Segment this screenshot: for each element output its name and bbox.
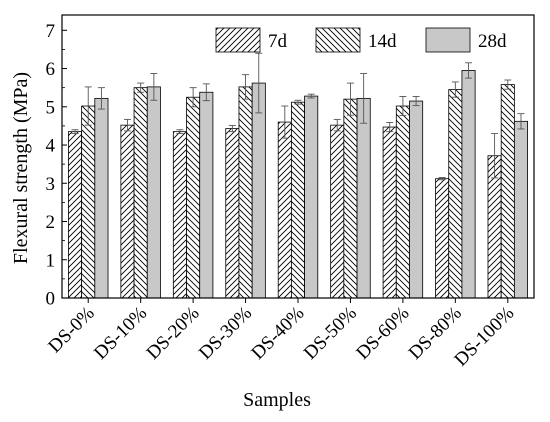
bar-14d-DS-0% [81, 105, 96, 299]
bar-14d-DS-80% [448, 89, 463, 299]
x-tick-label: DS-10% [90, 303, 151, 364]
error-bar-14d-DS-40% [294, 99, 302, 105]
error-bar-28d-DS-80% [465, 62, 473, 79]
bar-14d-DS-100% [500, 84, 515, 299]
error-bar-14d-DS-50% [346, 82, 354, 116]
bar-7d-DS-40% [277, 121, 292, 299]
error-bar-7d-DS-20% [176, 129, 184, 135]
error-bar-28d-DS-0% [97, 87, 105, 110]
y-tick-label: 3 [46, 174, 56, 195]
error-bar-28d-DS-20% [202, 83, 210, 102]
bar-28d-DS-0% [94, 97, 109, 299]
bar-28d-DS-30% [251, 82, 266, 299]
bar-14d-DS-10% [133, 87, 148, 299]
x-tick-label: DS-50% [300, 303, 361, 364]
error-bar-7d-DS-0% [71, 129, 79, 135]
error-bar-7d-DS-60% [386, 122, 394, 133]
bar-28d-DS-100% [513, 120, 528, 299]
y-axis: 0 1 2 3 4 5 6 7 [46, 21, 67, 310]
y-tick-label: 1 [46, 250, 56, 271]
error-bar-14d-DS-100% [504, 79, 512, 90]
error-bar-14d-DS-10% [137, 82, 145, 93]
legend-swatch [315, 27, 361, 53]
bar-14d-DS-50% [343, 98, 358, 299]
error-bar-28d-DS-60% [412, 96, 420, 107]
legend-label: 14d [368, 31, 397, 52]
error-bar-7d-DS-50% [333, 118, 341, 132]
y-tick-label: 6 [46, 59, 56, 80]
error-bar-7d-DS-40% [281, 105, 289, 139]
bar-7d-DS-20% [172, 131, 187, 299]
bar-7d-DS-50% [330, 124, 345, 299]
bar-28d-DS-50% [356, 97, 371, 299]
legend-swatch [425, 27, 471, 53]
bar-14d-DS-20% [186, 96, 201, 299]
error-bar-layer [71, 52, 525, 181]
y-tick-label: 0 [46, 289, 56, 310]
error-bar-7d-DS-80% [438, 177, 446, 181]
error-bar-28d-DS-30% [255, 52, 263, 114]
x-tick-label: DS-40% [247, 303, 308, 364]
x-tick-label: DS-30% [195, 303, 256, 364]
error-bar-14d-DS-60% [399, 96, 407, 117]
x-tick-label: DS-60% [352, 303, 413, 364]
bar-7d-DS-0% [68, 131, 83, 299]
error-bar-28d-DS-50% [360, 73, 368, 124]
x-axis-title: Samples [243, 389, 311, 411]
error-bar-7d-DS-30% [228, 125, 236, 133]
bar-14d-DS-40% [290, 101, 305, 299]
bar-28d-DS-60% [409, 100, 424, 299]
x-tick-label: DS-20% [143, 303, 204, 364]
x-axis: DS-0%DS-10%DS-20%DS-30%DS-40%DS-50%DS-60… [44, 298, 518, 371]
bar-7d-DS-30% [225, 128, 240, 299]
bar-28d-DS-80% [461, 70, 476, 299]
y-tick-label: 4 [46, 136, 56, 157]
legend-label: 7d [268, 31, 288, 52]
error-bar-28d-DS-100% [517, 113, 525, 130]
error-bar-28d-DS-10% [150, 73, 158, 101]
bar-28d-DS-40% [304, 95, 319, 299]
y-tick-label: 7 [46, 21, 56, 42]
y-axis-title: Flexural strength (MPa) [10, 72, 32, 264]
bar-14d-DS-60% [395, 105, 410, 299]
legend-item-7d: 7d [215, 27, 288, 53]
bar-7d-DS-10% [120, 124, 135, 299]
bar-14d-DS-30% [238, 86, 253, 299]
legend-item-28d: 28d [425, 27, 507, 53]
error-bar-14d-DS-0% [84, 86, 92, 126]
error-bar-28d-DS-40% [307, 93, 315, 99]
legend-swatch [215, 27, 261, 53]
legend-item-14d: 14d [315, 27, 397, 53]
bar-7d-DS-60% [382, 126, 397, 299]
error-bar-14d-DS-80% [451, 81, 459, 98]
bar-layer [68, 70, 528, 299]
error-bar-14d-DS-30% [242, 74, 250, 100]
error-bar-7d-DS-10% [123, 118, 131, 132]
legend: 7d 14d 28d [215, 27, 507, 53]
bar-28d-DS-10% [146, 86, 161, 299]
error-bar-7d-DS-100% [491, 133, 499, 179]
y-tick-label: 5 [46, 97, 56, 118]
legend-label: 28d [478, 31, 507, 52]
bar-7d-DS-80% [435, 178, 450, 299]
error-bar-14d-DS-20% [189, 87, 197, 108]
y-tick-label: 2 [46, 212, 56, 233]
bar-28d-DS-20% [199, 91, 214, 299]
